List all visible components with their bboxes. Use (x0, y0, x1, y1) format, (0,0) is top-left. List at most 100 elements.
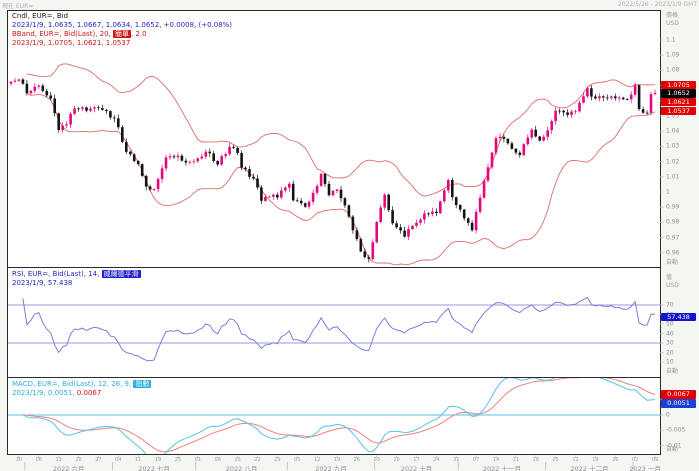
time-axis-day-label: 02 (631, 457, 639, 463)
macd-legend-params: MACD, EUR=, Bid(Last), 12, 26, 9, 指數 (12, 380, 152, 389)
time-axis-day-label: 29 (274, 457, 281, 463)
macd-legend-values: 2023/1/9, 0.0051, 0.0067 (12, 389, 151, 398)
price-legend-ohlc: 2023/1/9, 1.0635, 1.0667, 1.0634, 1.0652… (12, 21, 233, 29)
time-axis-day-label: 27 (95, 457, 102, 463)
time-axis-day-label: 26 (612, 457, 619, 463)
time-axis-day-label: 12 (313, 457, 321, 463)
bband-mode-chip: 簡單 (113, 30, 131, 38)
price-axis-tick: 1.04 (666, 127, 680, 135)
macd-axis-badge: 0.0067 (661, 390, 696, 399)
macd-method-chip: 指數 (133, 380, 152, 388)
chart-date-range: 2022/5/26 - 2023/1/9 GMT (617, 1, 697, 8)
time-axis-day-label: 17 (413, 457, 420, 463)
price-panel[interactable] (7, 10, 661, 268)
time-axis-day-label: 26 (353, 457, 361, 463)
rsi-axis-tick: 50 (666, 320, 674, 328)
rsi-params-text: RSI, EUR=, Bid(Last), 14, (12, 270, 100, 278)
price-axis-badge: 1.0705 (661, 80, 696, 90)
time-axis-day-label: 01 (194, 457, 202, 463)
rsi-axis-badge: 57.438 (661, 312, 696, 322)
time-axis-month-label: 2022 九月 (315, 465, 347, 471)
chart-context-label: 現在 EUR= (2, 3, 34, 10)
price-axis-tick: 0.97 (666, 234, 680, 242)
price-axis-tick: 1.1 (666, 36, 676, 44)
rsi-axis-tick: 30 (666, 339, 674, 347)
price-axis-tick: 0.96 (666, 249, 680, 257)
time-axis-day-label: 10 (393, 457, 400, 463)
macd-axis-badge: 0.0051 (661, 399, 696, 408)
rsi-axis-tick: 70 (666, 301, 674, 309)
time-axis-day-label: 12 (572, 457, 579, 463)
time-axis-day-label: 13 (55, 457, 62, 463)
bband-params-suffix: , 2.0 (131, 30, 147, 38)
price-legend: Cndl, EUR=, Bid 2023/1/9, 1.0635, 1.0667… (12, 12, 232, 48)
time-axis-day-label: 03 (373, 457, 380, 463)
rsi-axis-tick: 10 (666, 358, 674, 366)
time-axis-day-label: 08 (214, 457, 221, 463)
rsi-legend-params: RSI, EUR=, Bid(Last), 14, 威爾德平滑 (12, 270, 141, 279)
time-axis-month-label: 2022 十一月 (482, 465, 522, 471)
time-axis-day-label: 20 (75, 457, 82, 463)
price-axis-badge: 1.0537 (661, 106, 696, 116)
time-axis-day-label: 31 (453, 457, 460, 463)
rsi-axis-tick: 20 (666, 349, 674, 356)
price-axis[interactable]: 價格 USD 自動 1.11.091.081.071.061.051.041.0… (661, 10, 699, 268)
bband-legend-values: 2023/1/9, 1.0705, 1.0621, 1.0537 (12, 39, 131, 47)
time-axis-day-label: 09 (651, 457, 659, 463)
price-axis-tick: 1.02 (666, 158, 680, 166)
price-axis-autoscale[interactable]: 自動 (666, 259, 679, 266)
price-axis-tick: 1.05 (666, 112, 680, 120)
macd-axis-tick: -0.01 (666, 442, 682, 449)
price-axis-tick: 0.99 (666, 203, 680, 211)
price-axis-tick: 1.08 (666, 66, 680, 74)
time-axis-day-label: 05 (294, 457, 301, 463)
rsi-axis-autoscale[interactable]: 自動 (666, 368, 679, 375)
time-axis-day-label: 19 (333, 457, 341, 463)
time-axis-day-label: 30 (15, 457, 23, 463)
time-axis[interactable]: 30 06 13 20 27 04 11 18 25 01 08 15 22 29 05 12 19 26 03 10… (0, 455, 699, 471)
price-axis-tick: 1.09 (666, 51, 680, 59)
rsi-legend-value: 2023/1/9, 57.438 (12, 279, 73, 287)
price-axis-badge: 1.0621 (661, 97, 696, 107)
time-axis-month-label: 2022 十二月 (570, 465, 609, 471)
time-axis-day-label: 15 (234, 457, 241, 463)
time-axis-month-label: 2023 一月 (629, 465, 661, 471)
macd-params-text: MACD, EUR=, Bid(Last), 12, 26, 9, (12, 380, 132, 388)
rsi-axis-tick: 40 (666, 330, 674, 337)
time-axis-day-label: 28 (532, 457, 539, 463)
macd-axis-tick: 0 (666, 411, 670, 419)
time-axis-day-label: 25 (174, 457, 182, 463)
price-axis-badge: 1.0652 (661, 89, 696, 98)
time-axis-day-label: 11 (135, 457, 142, 463)
macd-value-label: 2023/1/9, 0.0051, (12, 389, 75, 397)
rsi-smoothing-chip: 威爾德平滑 (101, 270, 141, 278)
macd-axis-autoscale[interactable]: 自動 (666, 446, 679, 453)
time-axis-day-label: 19 (592, 457, 599, 463)
macd-axis-tick: -0.005 (666, 426, 686, 434)
time-axis-day-label: 24 (433, 457, 440, 463)
bband-params-text: BBand, EUR=, Bid(Last), 20, (12, 30, 111, 38)
time-axis-day-label: 18 (154, 457, 162, 463)
time-axis-month-label: 2022 七月 (138, 465, 170, 471)
time-axis-day-label: 14 (492, 457, 500, 463)
price-axis-tick: 1.01 (666, 173, 680, 181)
bband-legend-params: BBand, EUR=, Bid(Last), 20, 簡單, 2.0 (12, 30, 232, 39)
time-axis-month-label: 2022 六月 (52, 465, 85, 471)
price-axis-tick: 1.03 (666, 142, 680, 150)
rsi-axis[interactable]: 值 USD 自動 7060504030201057.438 (661, 267, 699, 378)
price-axis-tick: 1 (666, 188, 670, 196)
rsi-legend: RSI, EUR=, Bid(Last), 14, 威爾德平滑 2023/1/9… (12, 270, 141, 288)
time-axis-day-label: 04 (115, 457, 122, 463)
macd-legend: MACD, EUR=, Bid(Last), 12, 26, 9, 指數 202… (12, 380, 152, 398)
time-axis-day-label: 06 (35, 457, 42, 463)
macd-signal-value-label: 0.0067 (76, 389, 102, 397)
time-axis-month-label: 2022 八月 (225, 465, 258, 471)
time-axis-day-label: 22 (254, 457, 261, 463)
price-axis-title: 價格 USD (666, 12, 679, 27)
time-axis-month-label: 2022 十月 (400, 465, 433, 471)
price-axis-tick: 0.98 (666, 218, 680, 226)
rsi-axis-title: 值 USD (666, 274, 679, 289)
